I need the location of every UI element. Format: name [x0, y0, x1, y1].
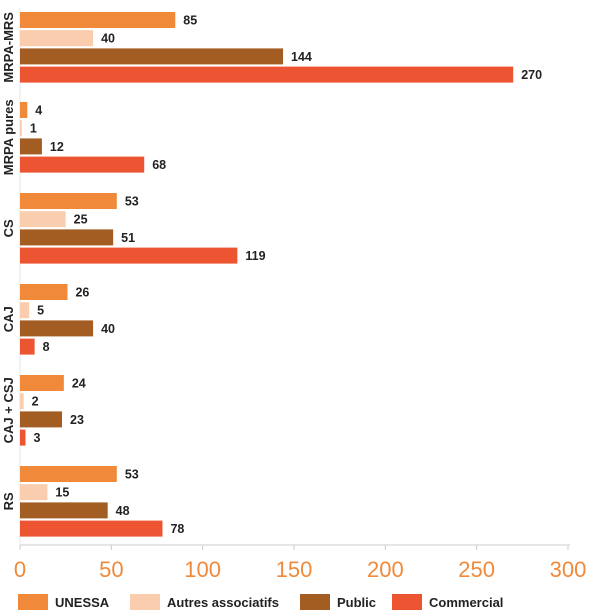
bar-value-label: 78	[170, 522, 184, 536]
bar-value-label: 4	[35, 104, 42, 118]
legend-label: Commercial	[429, 594, 504, 610]
bar-value-label: 12	[50, 140, 64, 154]
legend-label: UNESSA	[55, 594, 110, 610]
legend-item: Public	[300, 592, 376, 612]
bar	[20, 338, 35, 355]
bar-value-label: 26	[75, 286, 89, 300]
bar-value-label: 68	[152, 158, 166, 172]
bar-value-label: 40	[101, 322, 115, 336]
category-label: CAJ + CSJ	[1, 377, 16, 443]
legend-swatch	[130, 594, 160, 610]
bar-value-label: 48	[116, 504, 130, 518]
bar	[20, 30, 94, 47]
bar-value-label: 40	[101, 32, 115, 46]
bar	[20, 66, 514, 83]
bar	[20, 102, 28, 118]
category-label: MRPA-MRS	[1, 12, 16, 83]
bar	[20, 120, 22, 137]
bar	[20, 229, 114, 246]
bar	[20, 156, 145, 173]
legend-item: Autres associatifs	[130, 592, 279, 612]
chart-legend: UNESSA Autres associatifs Public Commercial	[18, 592, 578, 612]
legend-swatch	[392, 594, 422, 610]
bar-value-label: 85	[183, 14, 197, 28]
legend-swatch	[18, 594, 48, 610]
x-tick-label: 250	[458, 557, 495, 582]
bar-value-label: 15	[55, 486, 69, 500]
category-label: RS	[1, 492, 16, 510]
legend-label: Autres associatifs	[167, 594, 279, 610]
bar-value-label: 5	[37, 304, 44, 318]
bar-value-label: 270	[521, 68, 542, 82]
bar-value-label: 2	[32, 395, 39, 409]
bar-value-label: 53	[125, 468, 139, 482]
legend-swatch	[300, 594, 330, 610]
bar-value-label: 25	[74, 213, 88, 227]
x-tick-label: 200	[367, 557, 404, 582]
bar	[20, 247, 238, 264]
legend-item: Commercial	[392, 592, 503, 612]
bar	[20, 466, 117, 482]
bar-value-label: 8	[43, 340, 50, 354]
x-tick-label: 50	[99, 557, 123, 582]
bar-value-label: 1	[30, 122, 37, 136]
category-label: MRPA pures	[1, 99, 16, 175]
category-label: CS	[1, 219, 16, 237]
x-tick-label: 100	[184, 557, 221, 582]
bar	[20, 429, 26, 446]
category-label: CAJ	[1, 306, 16, 332]
x-tick-label: 150	[276, 557, 313, 582]
bar	[20, 211, 66, 228]
bar	[20, 520, 163, 537]
bar-value-label: 3	[33, 431, 40, 445]
bar	[20, 138, 42, 155]
bar	[20, 393, 24, 410]
bar-value-label: 119	[245, 249, 265, 263]
legend-label: Public	[337, 594, 377, 610]
x-tick-label: 300	[550, 557, 587, 582]
bar-value-label: 144	[291, 50, 312, 64]
legend-item: UNESSA	[18, 592, 109, 612]
bar	[20, 484, 48, 501]
bar	[20, 320, 94, 337]
bar	[20, 193, 117, 209]
bar	[20, 48, 284, 65]
bar	[20, 302, 30, 319]
bar	[20, 411, 63, 428]
bar	[20, 12, 176, 28]
bar-value-label: 24	[72, 377, 86, 391]
bar	[20, 284, 68, 300]
bar-value-label: 23	[70, 413, 84, 427]
bar	[20, 375, 64, 391]
x-tick-label: 0	[14, 557, 26, 582]
bar-value-label: 53	[125, 195, 139, 209]
bar	[20, 502, 108, 519]
bar-value-label: 51	[121, 231, 135, 245]
